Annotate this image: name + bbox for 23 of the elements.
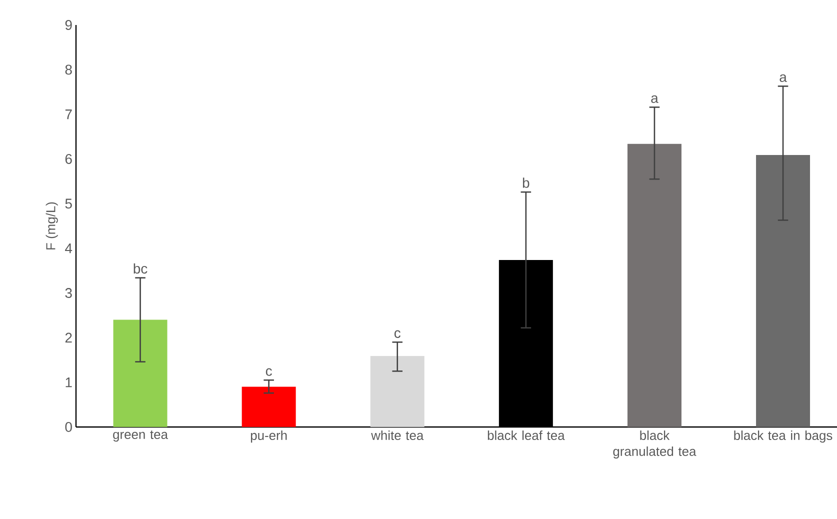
y-tick-label: 4 (65, 244, 72, 254)
y-tick-label: 9 (65, 20, 72, 30)
annotation: c (266, 368, 272, 376)
annotation: a (780, 74, 787, 82)
y-tick-label: 0 (65, 422, 72, 432)
x-tick-label: black tea in bags (734, 430, 832, 443)
x-tick-label: white tea (371, 430, 424, 440)
y-tick-label: 3 (65, 288, 72, 298)
y-tick-label: 6 (65, 154, 72, 164)
y-tick-label: 1 (66, 378, 72, 388)
annotation: b (522, 178, 530, 188)
y-tick-label: 8 (65, 64, 72, 75)
x-tick-label: pu-erh (250, 430, 287, 443)
y-axis-title: F (mg/L) (46, 202, 58, 250)
y-tick-label: 2 (65, 332, 72, 343)
y-tick-label: 7 (65, 110, 72, 120)
x-tick-label: green tea (113, 430, 168, 442)
x-tick-label: black granulated tea (613, 430, 696, 459)
annotation: a (651, 95, 658, 103)
annotation: c (394, 330, 400, 338)
y-tick-label: 5 (65, 198, 72, 209)
x-tick-label: black leaf tea (488, 430, 565, 440)
annotation: bc (134, 263, 148, 274)
